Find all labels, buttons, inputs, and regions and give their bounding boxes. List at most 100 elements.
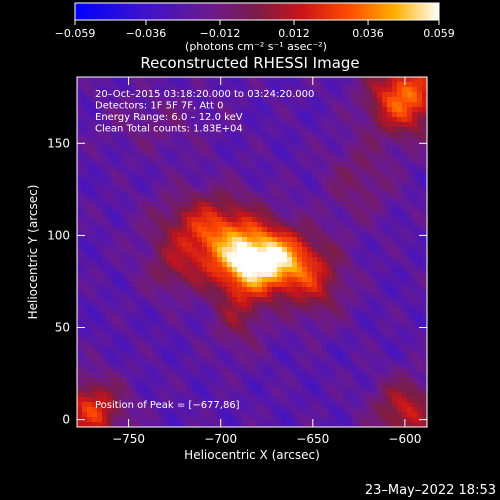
heatmap-cell — [192, 202, 198, 208]
heatmap-cell — [147, 287, 153, 293]
heatmap-cell — [182, 217, 188, 223]
heatmap-cell — [97, 292, 103, 298]
heatmap-cell — [192, 237, 198, 243]
heatmap-cell — [347, 412, 353, 418]
heatmap-cell — [337, 142, 343, 148]
heatmap-cell — [207, 352, 213, 358]
heatmap-cell — [157, 87, 163, 93]
heatmap-cell — [247, 322, 253, 328]
heatmap-cell — [337, 82, 343, 88]
colorbar-tick-label: −0.036 — [126, 27, 167, 40]
heatmap-cell — [327, 167, 333, 173]
heatmap-cell — [302, 357, 308, 363]
heatmap-cell — [232, 297, 238, 303]
heatmap-cell — [367, 92, 373, 98]
heatmap-cell — [377, 122, 383, 128]
heatmap-cell — [92, 382, 98, 388]
heatmap-cell — [282, 152, 288, 158]
heatmap-cell — [252, 347, 258, 353]
heatmap-cell — [257, 312, 263, 318]
heatmap-cell — [422, 292, 428, 298]
heatmap-cell — [252, 217, 258, 223]
heatmap-cell — [252, 292, 258, 298]
heatmap-cell — [297, 202, 303, 208]
heatmap-cell — [112, 267, 118, 273]
heatmap-cell — [252, 227, 258, 233]
heatmap-cell — [112, 122, 118, 128]
heatmap-cell — [122, 107, 128, 113]
heatmap-cell — [347, 362, 353, 368]
heatmap-cell — [262, 182, 268, 188]
heatmap-cell — [242, 167, 248, 173]
heatmap-cell — [107, 122, 113, 128]
heatmap-cell — [242, 417, 248, 423]
heatmap-cell — [297, 137, 303, 143]
heatmap-cell — [122, 232, 128, 238]
heatmap-cell — [97, 177, 103, 183]
heatmap-cell — [382, 377, 388, 383]
heatmap-cell — [267, 112, 273, 118]
heatmap-cell — [202, 252, 208, 258]
heatmap-cell — [117, 397, 123, 403]
heatmap-cell — [282, 387, 288, 393]
heatmap-cell — [77, 357, 83, 363]
heatmap-cell — [82, 107, 88, 113]
heatmap-cell — [252, 372, 258, 378]
heatmap-cell — [232, 402, 238, 408]
heatmap-cell — [202, 352, 208, 358]
heatmap-cell — [392, 277, 398, 283]
heatmap-cell — [282, 282, 288, 288]
heatmap-cell — [192, 102, 198, 108]
heatmap-cell — [102, 132, 108, 138]
heatmap-cell — [137, 167, 143, 173]
heatmap-cell — [227, 247, 233, 253]
heatmap-cell — [247, 142, 253, 148]
heatmap-cell — [317, 297, 323, 303]
heatmap-cell — [367, 197, 373, 203]
heatmap-cell — [407, 142, 413, 148]
heatmap-cell — [232, 317, 238, 323]
heatmap-cell — [367, 417, 373, 423]
heatmap-cell — [187, 92, 193, 98]
heatmap-cell — [332, 177, 338, 183]
heatmap-cell — [117, 177, 123, 183]
heatmap-cell — [347, 152, 353, 158]
heatmap-cell — [382, 372, 388, 378]
heatmap-cell — [207, 107, 213, 113]
heatmap-cell — [222, 362, 228, 368]
heatmap-cell — [412, 207, 418, 213]
heatmap-cell — [217, 147, 223, 153]
heatmap-cell — [147, 387, 153, 393]
heatmap-cell — [392, 197, 398, 203]
heatmap-cell — [92, 97, 98, 103]
heatmap-cell — [237, 352, 243, 358]
heatmap-cell — [292, 412, 298, 418]
heatmap-cell — [357, 192, 363, 198]
heatmap-cell — [417, 152, 423, 158]
heatmap-cell — [252, 367, 258, 373]
heatmap-cell — [252, 122, 258, 128]
heatmap-cell — [392, 287, 398, 293]
heatmap-cell — [362, 147, 368, 153]
heatmap-cell — [187, 412, 193, 418]
heatmap-cell — [307, 77, 313, 83]
heatmap-cell — [82, 237, 88, 243]
heatmap-cell — [232, 172, 238, 178]
heatmap-cell — [357, 352, 363, 358]
heatmap-cell — [252, 352, 258, 358]
heatmap-cell — [227, 387, 233, 393]
heatmap-cell — [222, 342, 228, 348]
heatmap-cell — [222, 197, 228, 203]
heatmap-cell — [247, 157, 253, 163]
heatmap-cell — [202, 387, 208, 393]
heatmap-cell — [397, 202, 403, 208]
heatmap-cell — [232, 342, 238, 348]
heatmap-cell — [92, 327, 98, 333]
heatmap-cell — [257, 247, 263, 253]
heatmap-cell — [417, 187, 423, 193]
heatmap-cell — [332, 122, 338, 128]
heatmap-cell — [337, 397, 343, 403]
heatmap-cell — [407, 252, 413, 258]
heatmap-cell — [247, 252, 253, 258]
heatmap-cell — [282, 97, 288, 103]
